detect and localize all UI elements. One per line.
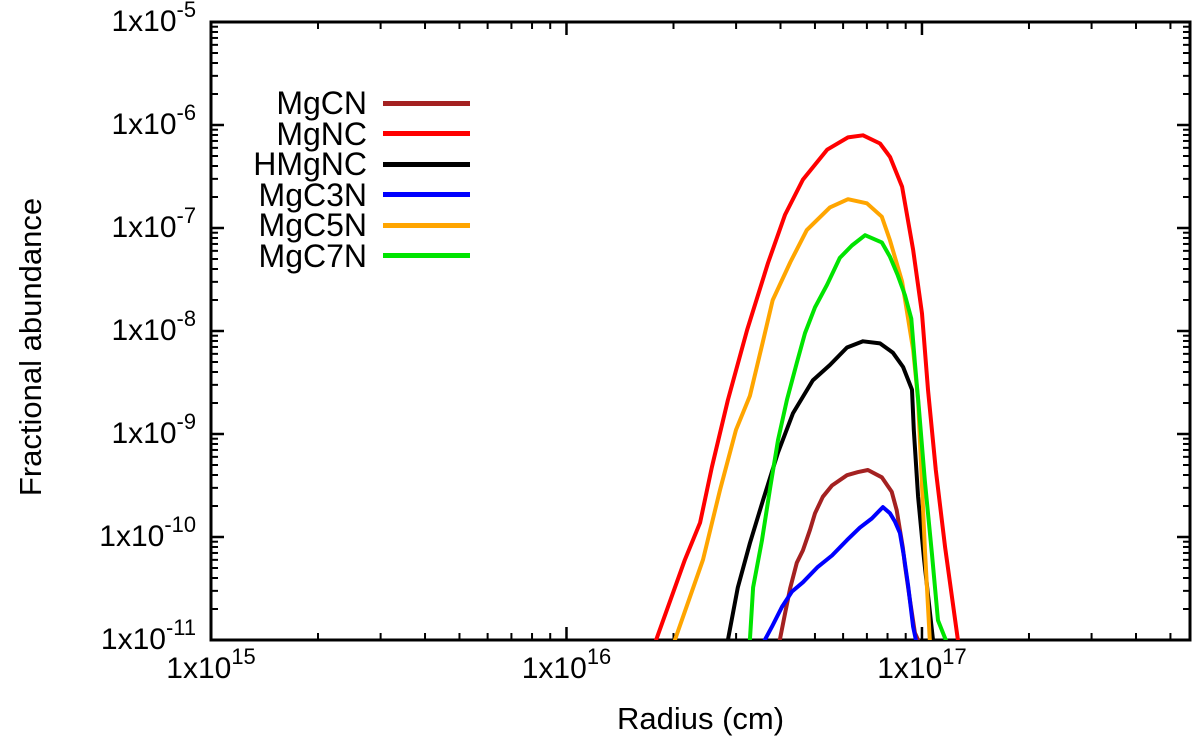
x-axis-title: Radius (cm) [616, 701, 785, 736]
y-tick-label: 1x10-6 [111, 99, 196, 141]
legend-swatch [383, 100, 470, 106]
curve-mgc3n [762, 505, 918, 640]
curve-hmgnc [725, 339, 935, 640]
y-tick-label: 1x10-7 [111, 202, 196, 244]
legend-swatch [383, 161, 470, 167]
legend-swatch [383, 222, 470, 228]
y-tick-label: 1x10-9 [111, 408, 196, 450]
legend-item-mgc7n: MgC7N [178, 237, 470, 274]
y-tick-label: 1x10-10 [99, 511, 196, 553]
legend-item-hmgnc: HMgNC [178, 146, 470, 182]
legend-label: MgC5N [258, 207, 367, 243]
curve-mgnc [654, 133, 960, 640]
legend-item-mgcn: MgCN [178, 85, 470, 121]
curve-mgcn [777, 468, 921, 640]
legend-swatch [383, 253, 470, 259]
x-tick-label: 1x1016 [521, 643, 612, 685]
legend-item-mgc5n: MgC5N [178, 207, 470, 243]
legend-swatch [383, 192, 470, 198]
x-tick-label: 1x1015 [166, 643, 256, 685]
legend-label: MgNC [276, 115, 367, 152]
x-tick-label: 1x1017 [877, 643, 967, 685]
y-axis-title: Fractional abundance [13, 197, 48, 497]
legend: MgCN MgNC HMgNC MgC3N MgC5N MgC7N [178, 85, 470, 274]
legend-swatch [383, 131, 470, 137]
legend-label: MgC3N [258, 176, 367, 213]
curve-mgc7n [747, 233, 948, 640]
y-tick-label: 1x10-8 [111, 305, 196, 347]
y-tick-label: 1x10-11 [100, 614, 196, 656]
legend-label: MgC7N [258, 237, 367, 274]
legend-item-mgc3n: MgC3N [178, 176, 470, 213]
legend-item-mgnc: MgNC [178, 115, 470, 152]
legend-label: HMgNC [253, 146, 367, 182]
legend-label: MgCN [276, 85, 367, 121]
y-tick-label: 1x10-5 [111, 0, 196, 38]
